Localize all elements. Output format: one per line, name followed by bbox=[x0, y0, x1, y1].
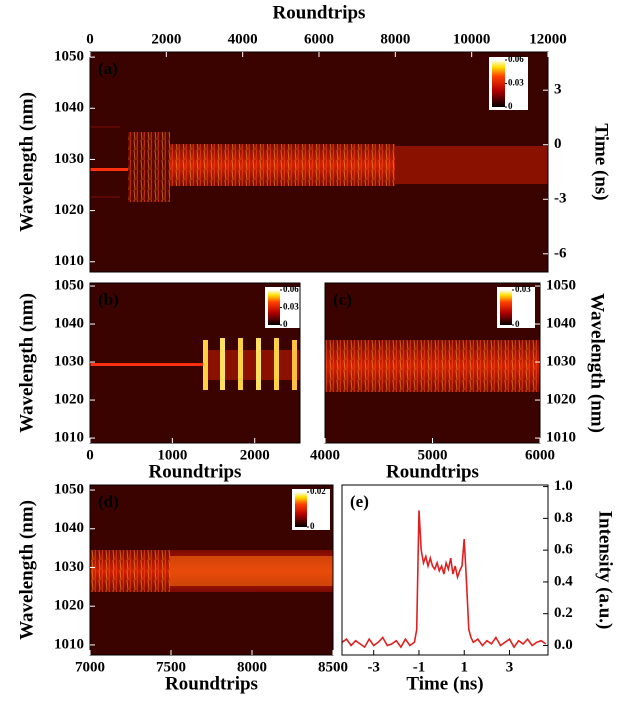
x-tick-label: 6000 bbox=[304, 31, 334, 47]
heatmap-a bbox=[90, 52, 548, 272]
y-tick-label: -6 bbox=[554, 245, 567, 261]
x-tick-label: 0 bbox=[86, 31, 94, 47]
x-tick-label: 0 bbox=[86, 447, 94, 463]
colorbar bbox=[500, 290, 512, 325]
x-tick-label: 8000 bbox=[237, 659, 267, 675]
y-tick-label: 1040 bbox=[54, 315, 84, 331]
y-tick-label: 1020 bbox=[54, 391, 84, 407]
panel-label: (b) bbox=[98, 290, 119, 309]
y-tick-label: 1050 bbox=[54, 481, 84, 497]
y-tick-label: 1040 bbox=[54, 100, 84, 116]
y-tick-label: 1010 bbox=[546, 429, 576, 445]
colorbar-tick-label: 0 bbox=[310, 521, 315, 531]
colorbar-tick-label: 0.03 bbox=[508, 78, 524, 88]
x-tick-label: 2000 bbox=[240, 447, 270, 463]
x-tick-label: 1 bbox=[460, 659, 468, 675]
plot-frame bbox=[89, 484, 334, 656]
x-axis-label: Roundtrips bbox=[165, 673, 258, 694]
panel-label: (d) bbox=[98, 492, 119, 511]
y-tick-label: 1020 bbox=[546, 391, 576, 407]
x-tick-label: 2000 bbox=[151, 31, 181, 47]
x-tick-label: 6000 bbox=[525, 447, 555, 463]
y-axis-label: Time (ns) bbox=[591, 123, 612, 200]
colorbar-tick-label: 0 bbox=[508, 101, 513, 111]
x-tick-label: -3 bbox=[367, 659, 380, 675]
x-axis-label: Roundtrips bbox=[386, 461, 479, 482]
y-tick-label: 1050 bbox=[54, 277, 84, 293]
colorbar bbox=[295, 492, 307, 527]
colorbar-tick-label: 0.03 bbox=[515, 284, 531, 294]
y-tick-label: 1030 bbox=[54, 559, 84, 575]
x-tick-label: 8000 bbox=[380, 31, 410, 47]
x-tick-label: 4000 bbox=[310, 447, 340, 463]
x-axis-label: Time (ns) bbox=[406, 673, 483, 694]
x-tick-label: 12000 bbox=[529, 31, 567, 47]
colorbar-tick-label: 0.06 bbox=[508, 54, 524, 64]
y-axis-label: Wavelength (nm) bbox=[16, 293, 37, 433]
y-tick-label: 1030 bbox=[54, 353, 84, 369]
x-tick-label: 7500 bbox=[156, 659, 186, 675]
y-tick-label: -3 bbox=[554, 191, 567, 207]
y-tick-label: 0.8 bbox=[554, 510, 573, 526]
x-tick-label: 8500 bbox=[318, 659, 348, 675]
y-tick-label: 0.0 bbox=[554, 637, 573, 653]
plot-frame bbox=[89, 282, 301, 444]
heatmap-c bbox=[325, 283, 540, 443]
x-tick-label: 7000 bbox=[75, 659, 105, 675]
y-axis-label: Intensity (a.u.) bbox=[595, 511, 616, 630]
y-tick-label: 1030 bbox=[546, 353, 576, 369]
y-tick-label: 1020 bbox=[54, 598, 84, 614]
y-tick-label: 1010 bbox=[54, 636, 84, 652]
y-tick-label: 0 bbox=[554, 136, 562, 152]
intensity-line bbox=[341, 510, 547, 649]
plot-frame bbox=[341, 484, 549, 656]
colorbar-tick-label: 0.06 bbox=[283, 284, 299, 294]
y-tick-label: 1010 bbox=[54, 429, 84, 445]
colorbar-tick-label: 0.03 bbox=[283, 302, 299, 312]
panel-label: (c) bbox=[333, 290, 352, 309]
colorbar bbox=[268, 290, 280, 325]
x-axis-label: Roundtrips bbox=[149, 461, 242, 482]
y-tick-label: 1030 bbox=[54, 151, 84, 167]
x-tick-label: 1000 bbox=[157, 447, 187, 463]
x-axis-label: Roundtrips bbox=[273, 2, 366, 23]
y-tick-label: 0.4 bbox=[554, 573, 573, 589]
x-tick-label: -1 bbox=[413, 659, 426, 675]
y-tick-label: 1020 bbox=[54, 202, 84, 218]
x-tick-label: 4000 bbox=[228, 31, 258, 47]
y-tick-label: 1.0 bbox=[554, 478, 573, 494]
panel-label: (a) bbox=[98, 59, 118, 78]
y-tick-label: 1050 bbox=[546, 277, 576, 293]
colorbar-tick-label: 0 bbox=[283, 319, 288, 329]
y-tick-label: 1050 bbox=[54, 49, 84, 65]
panel-label: (e) bbox=[350, 492, 369, 511]
colorbar bbox=[492, 60, 505, 107]
y-axis-label: Wavelength (nm) bbox=[16, 92, 37, 232]
x-tick-label: 5000 bbox=[418, 447, 448, 463]
y-tick-label: 1010 bbox=[54, 253, 84, 269]
colorbar-tick-label: 0.02 bbox=[310, 486, 326, 496]
y-tick-label: 1040 bbox=[54, 520, 84, 536]
y-axis-label: Wavelength (nm) bbox=[16, 500, 37, 640]
y-tick-label: 3 bbox=[554, 82, 562, 98]
y-tick-label: 0.6 bbox=[554, 542, 573, 558]
y-axis-label: Wavelength (nm) bbox=[587, 293, 608, 433]
y-tick-label: 1040 bbox=[546, 315, 576, 331]
y-tick-label: 0.2 bbox=[554, 605, 573, 621]
x-tick-label: 10000 bbox=[453, 31, 491, 47]
x-tick-label: 3 bbox=[506, 659, 514, 675]
colorbar-tick-label: 0 bbox=[515, 319, 520, 329]
